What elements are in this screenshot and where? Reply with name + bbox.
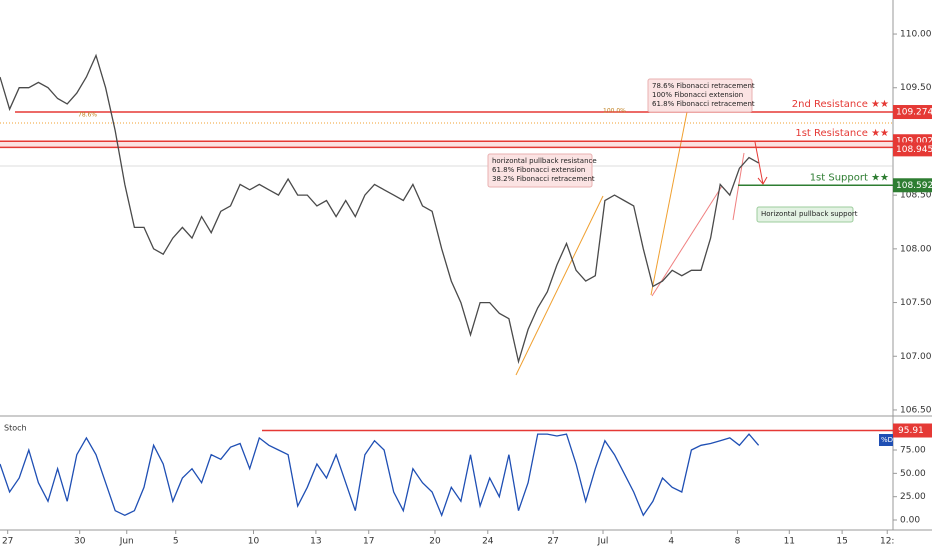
- series-tag: [879, 434, 893, 446]
- arrow: [650, 111, 688, 296]
- x-tick-label: 27: [2, 537, 13, 547]
- stoch-title: Stoch: [4, 424, 27, 433]
- annotation-text: 61.8% Fibonacci extension: [492, 166, 585, 174]
- x-tick-label: 8: [735, 537, 741, 547]
- price-tag-label: 95.91: [898, 426, 924, 436]
- y-tick-label: 108.000: [900, 244, 932, 254]
- x-tick-label: 11: [784, 537, 795, 547]
- y-tick-label: 110.000: [900, 30, 932, 40]
- x-tick-label: 15: [836, 537, 847, 547]
- x-tick-label: 20: [429, 537, 441, 547]
- x-tick-label: 17: [363, 537, 374, 547]
- y-tick-label: 50.00: [900, 469, 926, 479]
- x-tick-label: Jun: [119, 537, 134, 547]
- level-name: 2nd Resistance ★★: [792, 99, 889, 110]
- price-tag-label: 109.002: [896, 137, 932, 147]
- x-tick-label: 24: [482, 537, 494, 547]
- price-tag-label: 108.945: [896, 145, 932, 155]
- annotation-text: horizontal pullback resistance: [492, 157, 597, 165]
- annotation-box: [487, 153, 593, 188]
- arrows: [515, 111, 768, 376]
- y-tick-label: 107.000: [900, 352, 932, 362]
- y-tick-label: 75.00: [900, 446, 926, 456]
- annotation-box: [647, 78, 753, 113]
- arrow: [754, 141, 768, 185]
- annotation-text: 100% Fibonacci extension: [652, 91, 743, 99]
- price-tag-label: 109.274: [896, 108, 932, 118]
- price-tag-label: 108.592: [896, 181, 932, 191]
- y-tick-label: 0.00: [900, 516, 920, 526]
- x-tick-label: 13: [310, 537, 321, 547]
- annotation-text: Horizontal pullback support: [761, 210, 858, 218]
- series-tag-label: %D: [881, 436, 893, 444]
- annotation-box: [756, 206, 854, 223]
- annotation-text: 38.2% Fibonacci retracement: [492, 175, 595, 183]
- arrow: [732, 152, 745, 221]
- arrow: [651, 185, 723, 297]
- x-tick-label: 5: [173, 537, 179, 547]
- y-tick-label: 106.500: [900, 405, 932, 415]
- price-tag: [893, 423, 932, 438]
- price-tag: [893, 178, 932, 193]
- level-band: [0, 141, 893, 148]
- x-tick-label: Jul: [597, 537, 609, 547]
- x-tick-label: 4: [668, 537, 674, 547]
- level-name: 1st Support ★★: [810, 172, 889, 183]
- level-name: 1st Resistance ★★: [795, 128, 889, 139]
- y-tick-label: 109.500: [900, 83, 932, 93]
- y-tick-label: 25.00: [900, 492, 926, 502]
- annotation-text: 61.8% Fibonacci retracement: [652, 100, 755, 108]
- price-tag: [893, 142, 932, 157]
- stoch-line: [0, 433, 760, 518]
- annotation-text: 78.6% Fibonacci retracement: [652, 82, 755, 90]
- price-tag: [893, 105, 932, 120]
- x-tick-label: 12:: [880, 537, 894, 547]
- y-tick-label: 107.500: [900, 298, 932, 308]
- x-tick-label: 10: [248, 537, 260, 547]
- x-tick-label: 30: [74, 537, 86, 547]
- arrow: [515, 195, 604, 376]
- x-tick-label: 27: [547, 537, 558, 547]
- fib-label: 100.0%: [603, 108, 626, 115]
- fib-label: 78.6%: [78, 112, 97, 119]
- y-tick-label: 108.500: [900, 191, 932, 201]
- price-line: [0, 53, 759, 365]
